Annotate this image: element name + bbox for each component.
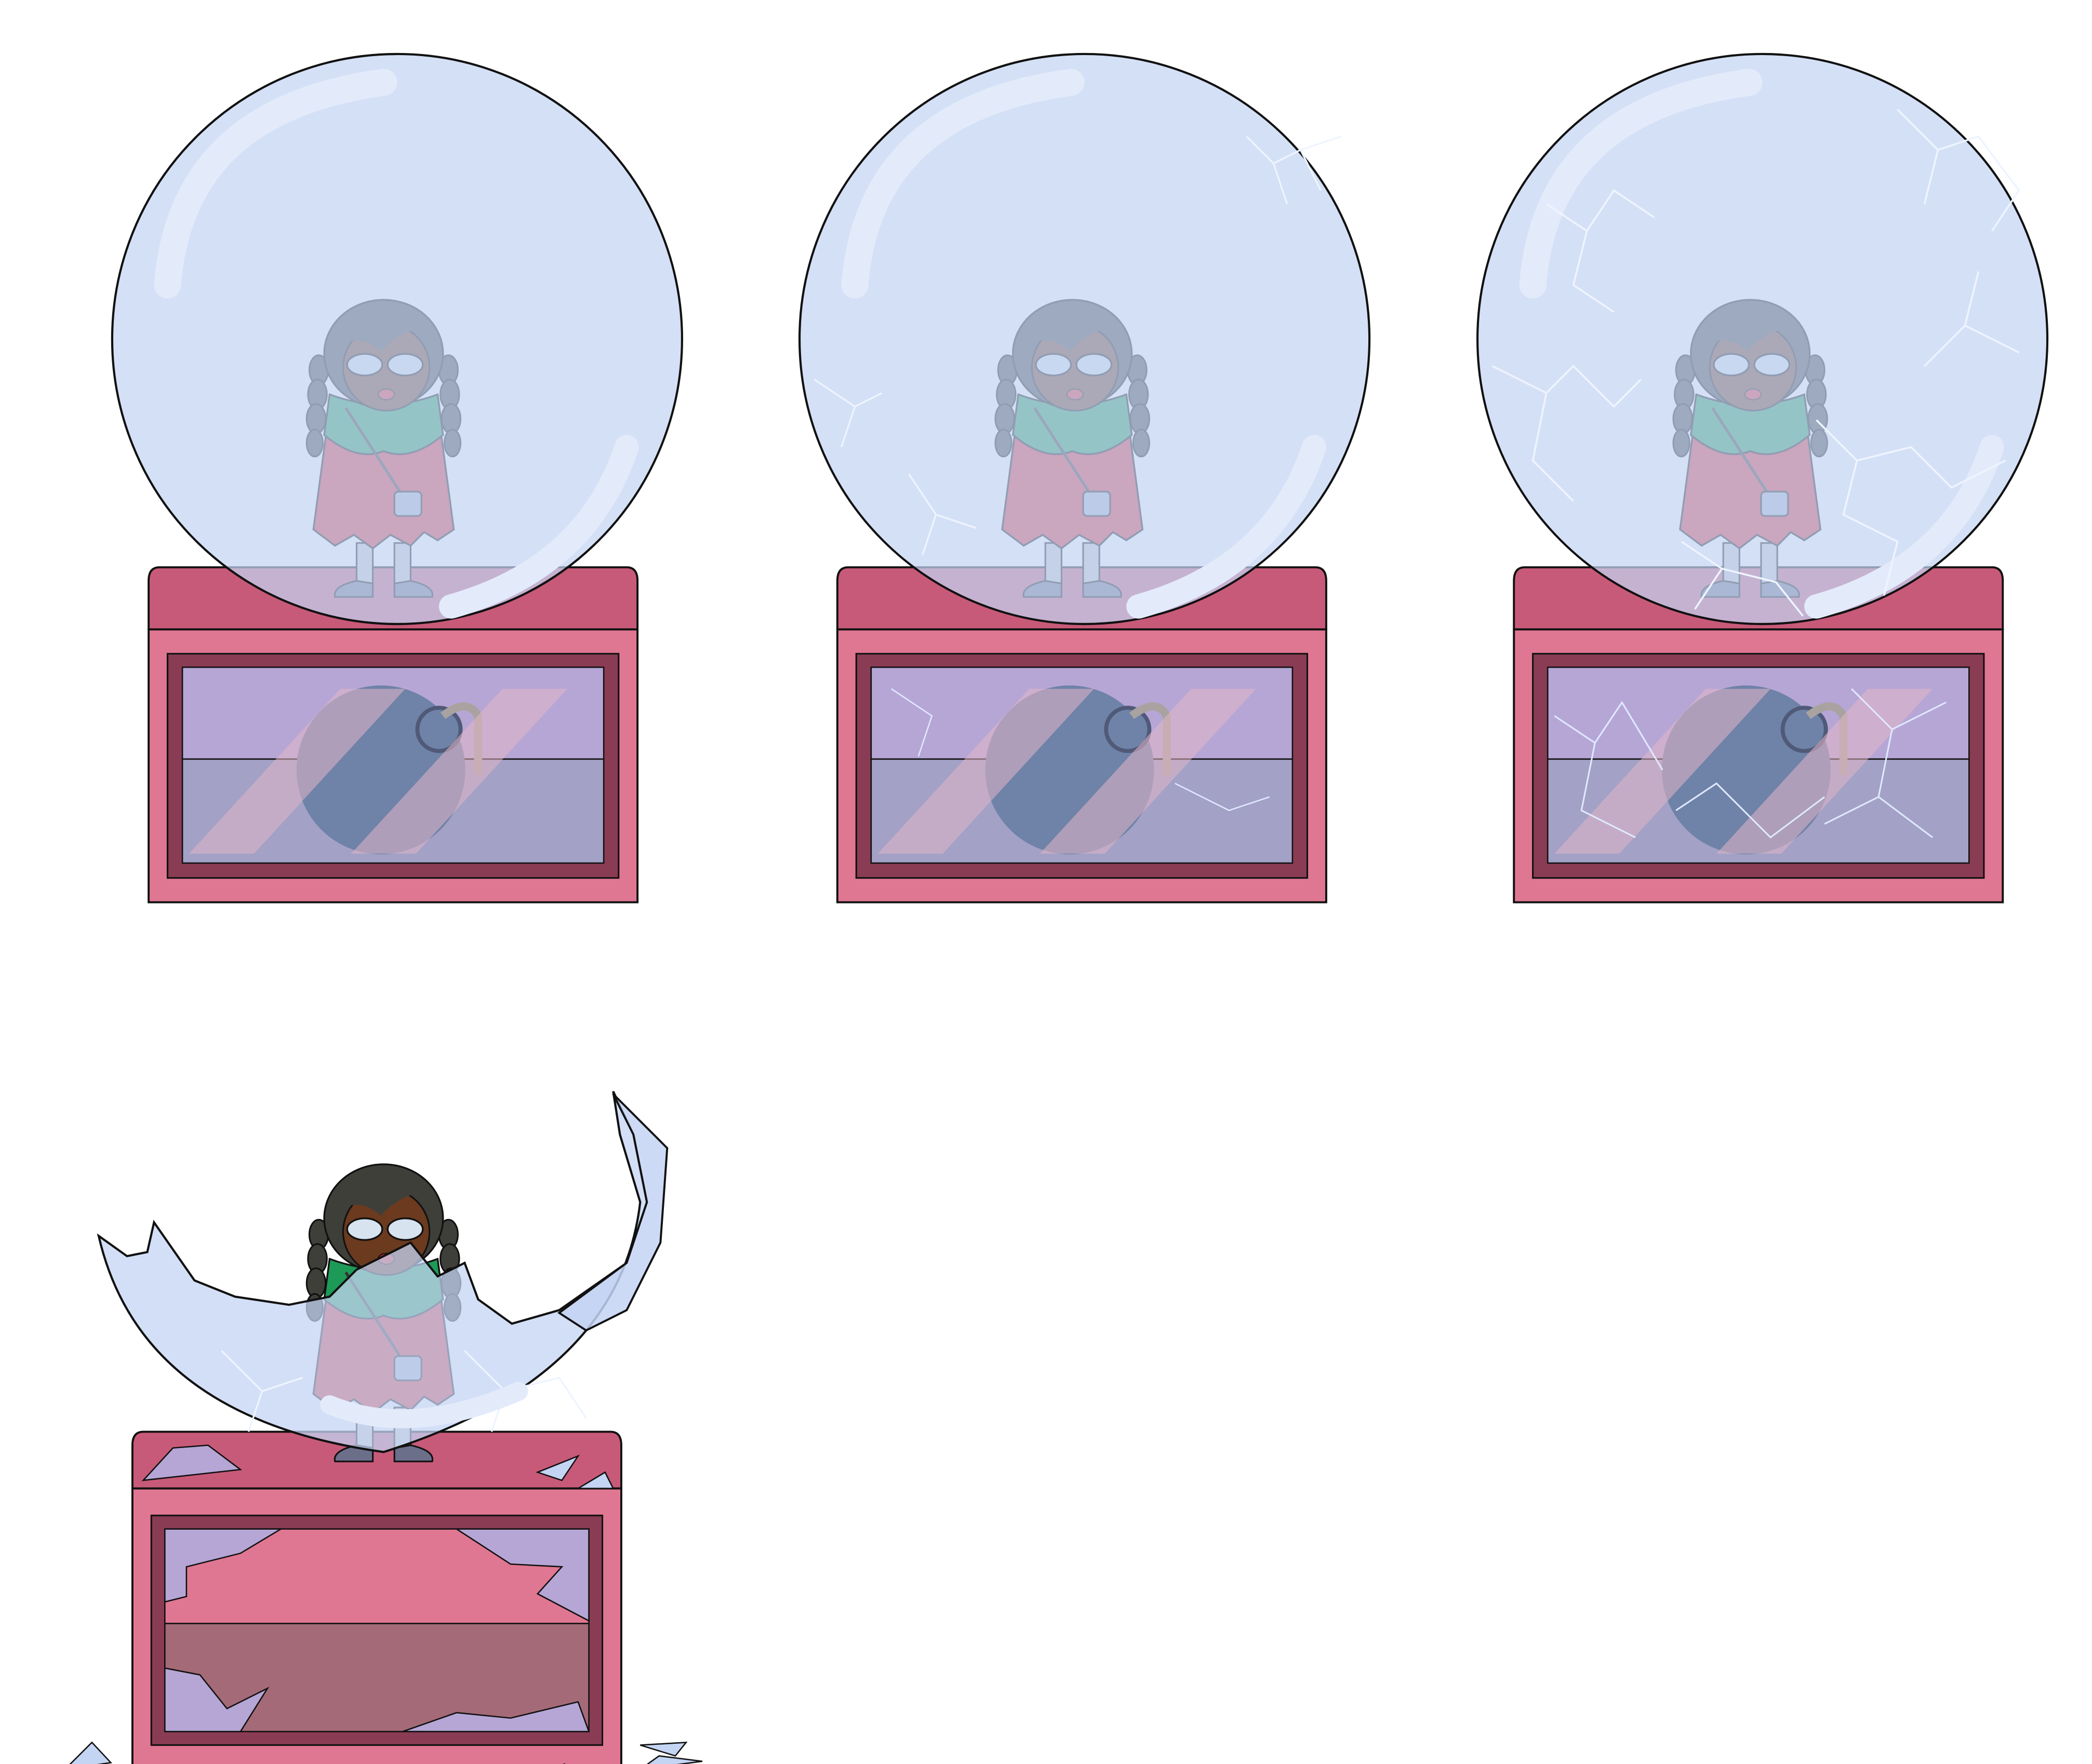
glass-globe <box>1477 54 2047 624</box>
panel-3-heavy-cracks <box>1477 54 2047 903</box>
broken-glass-globe <box>99 1091 667 1452</box>
glass-globe <box>112 54 682 624</box>
panel-1-intact-globe <box>112 54 682 903</box>
broken-globe-base <box>132 1432 621 1764</box>
panel-2-light-cracks <box>800 54 1369 903</box>
panel-4-shattered-globe <box>65 1091 702 1764</box>
glass-globe <box>800 54 1369 624</box>
